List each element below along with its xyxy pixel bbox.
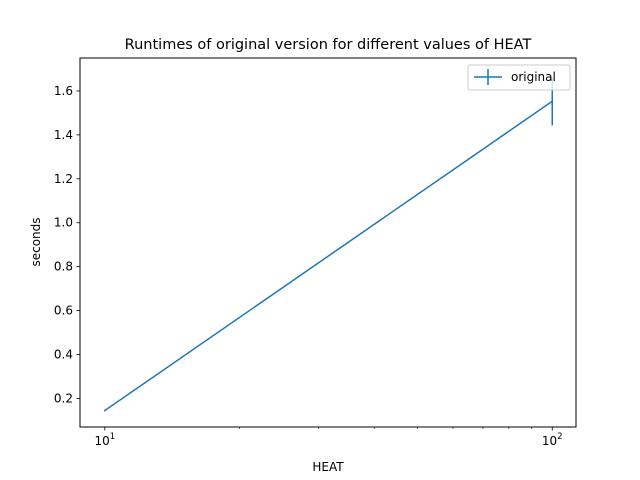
x-tick-label-exponent: 1 <box>110 432 115 442</box>
y-tick-label: 1.0 <box>54 216 73 230</box>
y-tick-label: 1.6 <box>54 84 73 98</box>
y-axis-label: seconds <box>29 217 43 266</box>
chart-title: Runtimes of original version for differe… <box>125 37 532 53</box>
y-tick-label: 0.4 <box>54 348 73 362</box>
x-tick-label-base: 10 <box>94 434 109 448</box>
x-tick-label: 102 <box>542 432 563 448</box>
y-tick-label: 0.6 <box>54 304 73 318</box>
y-tick-label: 0.2 <box>54 391 73 405</box>
legend: original <box>467 64 571 91</box>
legend-box <box>467 64 571 91</box>
y-tick-label: 0.8 <box>54 260 73 274</box>
plot-area <box>80 58 576 427</box>
x-axis-ticks: 101 102 <box>94 427 563 448</box>
x-tick-label: 101 <box>94 432 115 448</box>
y-tick-label: 1.2 <box>54 172 73 186</box>
x-axis-label: HEAT <box>312 460 344 474</box>
plot-frame <box>79 57 577 428</box>
legend-label-original: original <box>511 70 556 84</box>
x-tick-label-base: 10 <box>542 434 557 448</box>
y-tick-label: 1.4 <box>54 128 73 142</box>
y-axis-ticks: 0.2 0.4 0.6 0.8 1.0 1.2 1.4 1.6 <box>54 84 80 405</box>
series-line-original <box>104 100 553 412</box>
x-tick-label-exponent: 2 <box>557 432 562 442</box>
